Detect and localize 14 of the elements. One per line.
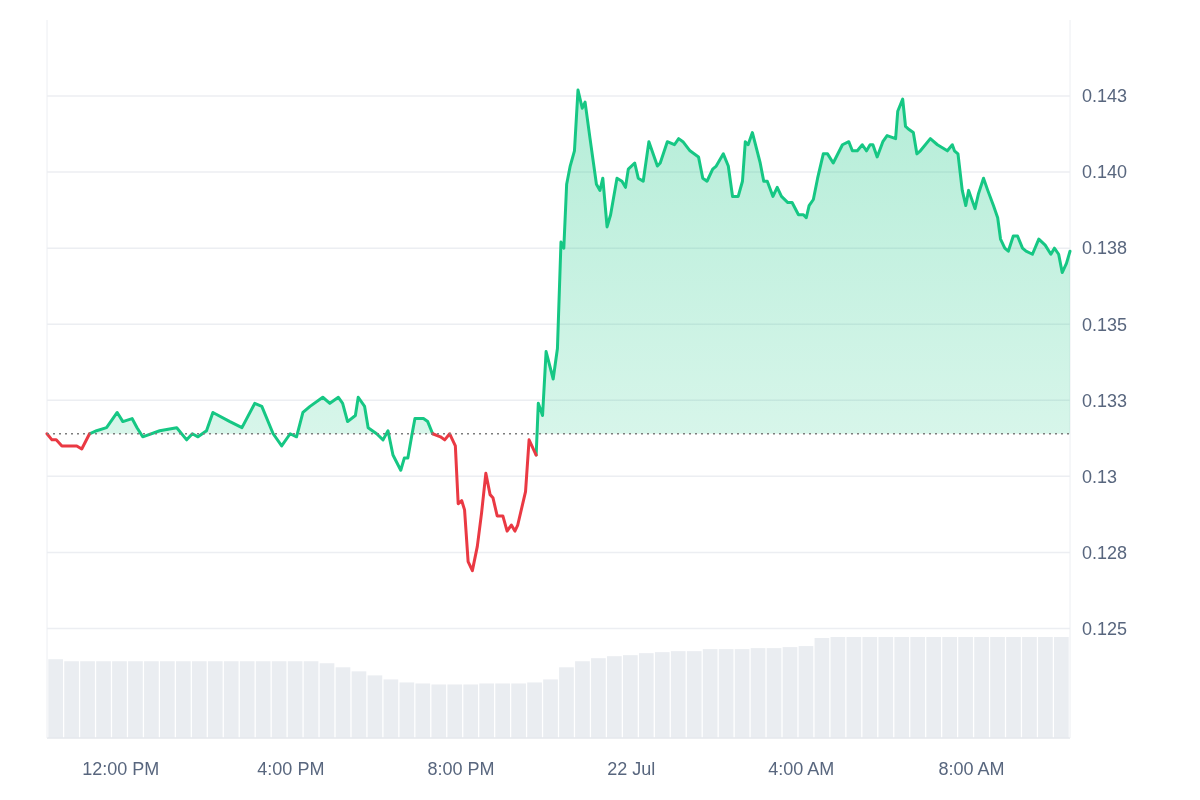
x-tick-label: 4:00 PM <box>257 759 325 779</box>
x-tick-label: 12:00 PM <box>82 759 160 779</box>
y-tick-label: 0.140 <box>1082 162 1128 183</box>
y-tick-label: 0.13 <box>1082 466 1118 487</box>
y-tick-label: 0.125 <box>1082 618 1128 639</box>
y-tick-label: 0.133 <box>1082 390 1128 411</box>
x-tick-label: 4:00 AM <box>768 759 835 779</box>
y-tick-label: 0.143 <box>1082 86 1128 107</box>
y-tick-label: 0.128 <box>1082 542 1128 563</box>
y-tick-label: 0.138 <box>1082 238 1128 259</box>
y-tick-label: 0.135 <box>1082 314 1128 335</box>
x-tick-label: 8:00 PM <box>427 759 495 779</box>
x-tick-label: 8:00 AM <box>938 759 1005 779</box>
x-tick-label: 22 Jul <box>607 759 656 779</box>
